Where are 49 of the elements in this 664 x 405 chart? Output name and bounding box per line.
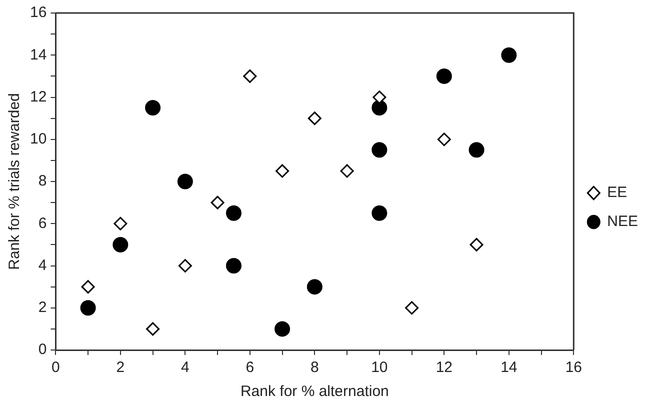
point bbox=[501, 47, 517, 63]
point bbox=[470, 238, 484, 252]
y-tick-label: 10 bbox=[30, 130, 47, 148]
x-tick-label: 12 bbox=[436, 359, 453, 376]
point bbox=[405, 301, 419, 315]
point bbox=[226, 205, 242, 221]
x-tick-label: 0 bbox=[52, 359, 60, 376]
point bbox=[81, 280, 95, 294]
point bbox=[437, 132, 451, 146]
x-tick-label: 8 bbox=[310, 359, 319, 376]
y-tick-label: 6 bbox=[38, 214, 47, 232]
y-tick-label: 0 bbox=[38, 341, 47, 358]
point bbox=[372, 205, 388, 221]
x-tick-label: 14 bbox=[500, 359, 518, 376]
point bbox=[436, 68, 452, 84]
point bbox=[372, 100, 388, 116]
x-tick-label: 10 bbox=[371, 359, 388, 376]
point bbox=[114, 216, 128, 230]
point bbox=[340, 164, 354, 178]
y-tick-label: 12 bbox=[30, 88, 47, 106]
point bbox=[372, 90, 386, 104]
point bbox=[80, 300, 96, 316]
point bbox=[226, 258, 242, 274]
point bbox=[177, 174, 193, 190]
point bbox=[308, 112, 322, 126]
x-axis-title: Rank for % alternation bbox=[240, 383, 389, 400]
x-tick-label: 2 bbox=[116, 359, 125, 376]
point bbox=[112, 236, 128, 252]
y-tick-label: 2 bbox=[38, 299, 47, 316]
x-tick-label: 4 bbox=[181, 359, 190, 376]
point bbox=[276, 164, 290, 178]
point bbox=[274, 321, 290, 337]
point bbox=[243, 69, 257, 83]
y-tick-label: 4 bbox=[38, 256, 47, 274]
x-tick-label: 16 bbox=[565, 359, 582, 376]
y-tick-label: 14 bbox=[30, 46, 47, 64]
legend-label: EE bbox=[607, 184, 628, 202]
point bbox=[210, 196, 224, 210]
point bbox=[372, 142, 388, 158]
y-tick-label: 16 bbox=[30, 4, 47, 22]
point bbox=[145, 100, 161, 116]
point bbox=[146, 322, 160, 336]
x-tick-label: 6 bbox=[246, 359, 254, 376]
legend-label: NEE bbox=[607, 213, 638, 230]
point bbox=[468, 142, 484, 158]
point bbox=[178, 259, 192, 272]
point bbox=[306, 279, 322, 295]
y-tick-label: 8 bbox=[38, 172, 47, 190]
y-axis-title: Rank for % trials rewarded bbox=[6, 93, 24, 270]
